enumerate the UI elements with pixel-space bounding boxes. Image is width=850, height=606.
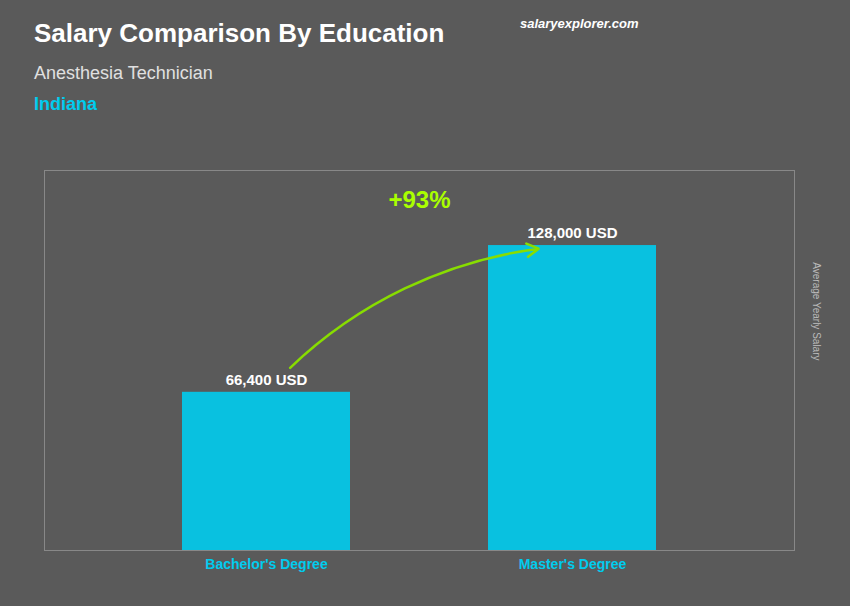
html-text:Indiana: Indiana (34, 94, 97, 114)
svg-text:128,000 USD: 128,000 USD (527, 224, 617, 241)
svg-text:Average Yearly Salary: Average Yearly Salary (811, 262, 822, 360)
svg-text:Master's Degree: Master's Degree (519, 556, 627, 572)
svg-text:+93%: +93% (388, 186, 450, 213)
svg-text:66,400 USD: 66,400 USD (226, 371, 308, 388)
svg-text:Bachelor's Degree: Bachelor's Degree (205, 556, 328, 572)
html-text:Salary Comparison By Education: Salary Comparison By Education (34, 18, 445, 48)
html-text:Anesthesia Technician: Anesthesia Technician (34, 63, 213, 83)
html-text:salaryexplorer.com: salaryexplorer.com (520, 16, 639, 31)
